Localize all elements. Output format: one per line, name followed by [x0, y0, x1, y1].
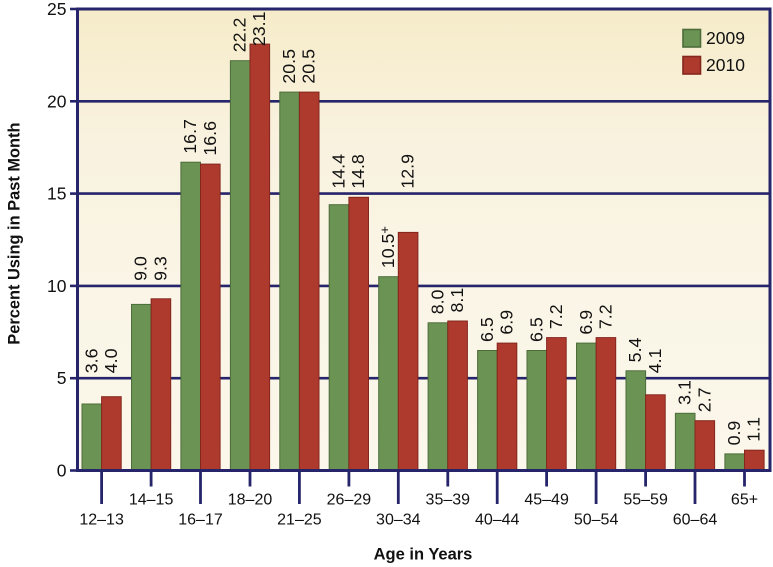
- svg-text:40–44: 40–44: [475, 512, 520, 529]
- svg-text:0.9: 0.9: [724, 421, 744, 446]
- svg-text:Percent Using in Past Month: Percent Using in Past Month: [5, 122, 23, 344]
- svg-text:25: 25: [47, 0, 66, 19]
- svg-text:22.2: 22.2: [230, 18, 250, 53]
- svg-text:3.6: 3.6: [81, 348, 101, 373]
- svg-text:8.0: 8.0: [427, 289, 447, 314]
- svg-text:2.7: 2.7: [694, 387, 714, 412]
- svg-text:12–13: 12–13: [79, 512, 124, 529]
- svg-text:60–64: 60–64: [673, 512, 718, 529]
- svg-text:21–25: 21–25: [277, 512, 322, 529]
- svg-text:18–20: 18–20: [228, 492, 273, 509]
- svg-text:9.3: 9.3: [150, 256, 170, 281]
- svg-text:20.5: 20.5: [279, 49, 299, 84]
- svg-text:3.1: 3.1: [675, 380, 695, 405]
- svg-text:50–54: 50–54: [574, 512, 619, 529]
- svg-text:6.9: 6.9: [576, 310, 596, 335]
- svg-text:45–49: 45–49: [524, 492, 569, 509]
- svg-text:16–17: 16–17: [178, 512, 223, 529]
- svg-text:14–15: 14–15: [129, 492, 174, 509]
- svg-text:6.9: 6.9: [497, 310, 517, 335]
- svg-text:10: 10: [47, 276, 67, 296]
- svg-text:16.7: 16.7: [180, 119, 200, 154]
- svg-text:35–39: 35–39: [426, 492, 471, 509]
- svg-text:12.9: 12.9: [398, 154, 418, 189]
- svg-text:Age in Years: Age in Years: [374, 546, 473, 564]
- svg-text:16.6: 16.6: [200, 121, 220, 156]
- svg-text:7.2: 7.2: [595, 304, 615, 329]
- svg-text:26–29: 26–29: [327, 492, 372, 509]
- svg-text:55–59: 55–59: [623, 492, 668, 509]
- svg-text:65+: 65+: [731, 492, 758, 509]
- svg-text:4.0: 4.0: [101, 348, 121, 373]
- svg-text:5.4: 5.4: [625, 337, 645, 362]
- svg-text:7.2: 7.2: [546, 304, 566, 329]
- svg-text:14.4: 14.4: [329, 154, 349, 189]
- svg-text:20.5: 20.5: [299, 49, 319, 84]
- svg-text:9.0: 9.0: [131, 256, 151, 281]
- svg-text:14.8: 14.8: [348, 154, 368, 189]
- svg-text:4.1: 4.1: [645, 348, 665, 373]
- svg-text:0: 0: [57, 461, 67, 481]
- svg-text:15: 15: [47, 184, 66, 204]
- svg-text:2010: 2010: [706, 55, 745, 75]
- svg-text:6.5: 6.5: [526, 317, 546, 342]
- svg-text:1.1: 1.1: [744, 417, 764, 442]
- svg-text:20: 20: [47, 91, 67, 111]
- svg-text:30–34: 30–34: [376, 512, 421, 529]
- svg-text:8.1: 8.1: [447, 288, 467, 313]
- svg-text:10.5+: 10.5+: [377, 226, 398, 268]
- svg-text:6.5: 6.5: [477, 317, 497, 342]
- svg-text:5: 5: [57, 368, 67, 388]
- svg-text:23.1: 23.1: [249, 11, 269, 46]
- svg-text:2009: 2009: [706, 28, 745, 48]
